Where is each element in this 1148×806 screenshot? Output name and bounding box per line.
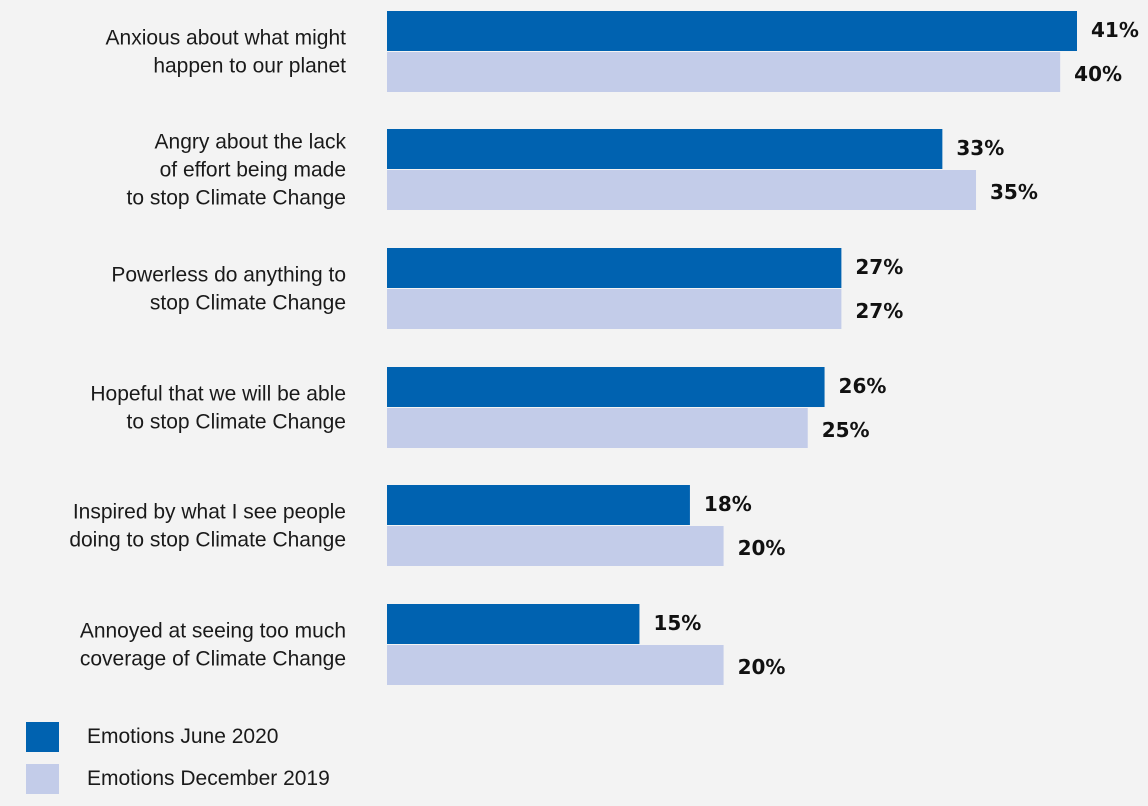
category-label: Angry about the lack of effort being made…	[127, 131, 347, 210]
category-label: Anxious about what might happen to our pl…	[106, 27, 347, 78]
bar-december-2019	[387, 170, 977, 210]
legend-item-december-2019: Emotions December 2019	[26, 764, 330, 794]
data-label: 20%	[738, 655, 786, 679]
bar-december-2019	[387, 289, 842, 329]
bar-june-2020	[387, 485, 690, 525]
bar-december-2019	[387, 408, 808, 448]
data-label: 25%	[822, 418, 870, 442]
data-label: 15%	[653, 611, 701, 635]
data-label: 40%	[1074, 62, 1122, 86]
legend-item-june-2020: Emotions June 2020	[26, 722, 330, 752]
bar-june-2020	[387, 604, 640, 644]
data-label: 26%	[839, 374, 887, 398]
bar-june-2020	[387, 248, 842, 288]
bar-december-2019	[387, 52, 1061, 92]
data-label: 35%	[990, 180, 1038, 204]
data-label: 33%	[956, 136, 1004, 160]
data-label: 20%	[738, 536, 786, 560]
data-label: 27%	[855, 255, 903, 279]
bar-december-2019	[387, 645, 724, 685]
legend-swatch-december-2019	[26, 764, 59, 794]
data-label: 27%	[855, 299, 903, 323]
category-label: Annoyed at seeing too much coverage of Cl…	[80, 620, 346, 671]
legend-swatch-june-2020	[26, 722, 59, 752]
bar-june-2020	[387, 129, 943, 169]
legend-label-june-2020: Emotions June 2020	[87, 725, 279, 748]
legend: Emotions June 2020 Emotions December 201…	[26, 722, 330, 806]
data-label: 41%	[1091, 18, 1139, 42]
bar-june-2020	[387, 367, 825, 407]
data-label: 18%	[704, 492, 752, 516]
bar-chart: Anxious about what might happen to our pl…	[69, 11, 1139, 685]
bar-june-2020	[387, 11, 1077, 51]
category-label: Hopeful that we will be able to stop Clim…	[90, 383, 346, 434]
category-label: Inspired by what I see people doing to st…	[69, 501, 346, 552]
bar-december-2019	[387, 526, 724, 566]
category-label: Powerless do anything to stop Climate Cha…	[111, 264, 346, 315]
legend-label-december-2019: Emotions December 2019	[87, 767, 330, 790]
